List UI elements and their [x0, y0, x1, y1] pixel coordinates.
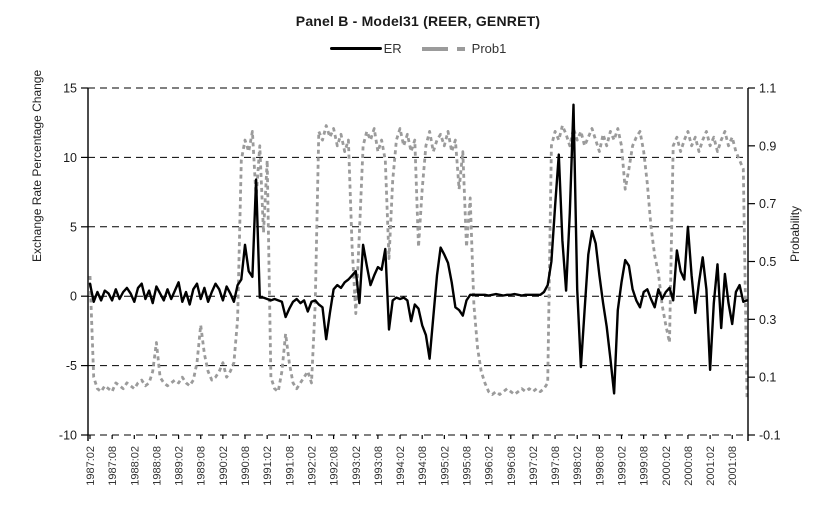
- right-axis-tick-label: 0.1: [759, 371, 776, 385]
- chart-title: Panel B - Model31 (REER, GENRET): [295, 13, 541, 29]
- x-axis-tick-label: 1998:08: [594, 446, 606, 486]
- x-axis-tick-label: 1998:02: [572, 446, 584, 486]
- er-line-sample-icon: [329, 47, 382, 50]
- x-axis-tick-label: 1996:08: [506, 446, 518, 486]
- x-axis-tick-label: 1999:08: [639, 446, 651, 486]
- x-axis-tick-label: 1999:02: [617, 446, 629, 486]
- chart-legend: ER Prob1: [88, 41, 748, 56]
- left-axis-tick-label: 10: [63, 151, 77, 165]
- x-axis-tick-label: 1995:02: [439, 446, 451, 486]
- x-axis-tick-label: 1990:08: [240, 446, 252, 486]
- legend-label-prob1: Prob1: [471, 41, 507, 56]
- x-axis-tick-label: 1997:02: [528, 446, 540, 486]
- x-axis-tick-label: 1992:08: [329, 446, 341, 486]
- x-axis-tick-label: 1991:08: [284, 446, 296, 486]
- x-axis-tick-label: 1997:08: [550, 446, 562, 486]
- right-axis-tick-label: 0.5: [759, 255, 776, 269]
- x-axis-tick-label: 1987:08: [107, 446, 119, 486]
- x-axis-tick-label: 1995:08: [461, 446, 473, 486]
- right-axis-tick-label: 1.1: [759, 82, 776, 96]
- x-axis-tick-label: 2001:08: [727, 446, 739, 486]
- er-series-line: [88, 103, 749, 395]
- left-axis-tick-label: -5: [66, 359, 77, 373]
- x-axis-tick-label: 1991:02: [262, 446, 274, 486]
- x-axis-tick-label: 2000:02: [661, 446, 673, 486]
- left-axis-tick-label: -10: [59, 429, 77, 443]
- x-axis-tick-label: 1988:08: [151, 446, 163, 486]
- x-axis-tick-label: 1994:08: [417, 446, 429, 486]
- x-axis-tick-label: 1993:08: [373, 446, 385, 486]
- x-axis-tick-label: 1996:02: [484, 446, 496, 486]
- x-axis-tick-label: 2000:08: [683, 446, 695, 486]
- x-axis-tick-label: 1993:02: [351, 446, 363, 486]
- x-axis-tick-label: 1988:02: [129, 446, 141, 486]
- x-axis-tick-label: 1987:02: [85, 446, 97, 486]
- x-axis-tick-label: 1994:02: [395, 446, 407, 486]
- left-axis-tick-label: 15: [63, 82, 77, 96]
- x-axis-tick-label: 2001:02: [705, 446, 717, 486]
- right-axis-tick-label: -0.1: [759, 429, 781, 443]
- x-axis-tick-label: 1992:02: [306, 446, 318, 486]
- legend-item-prob1: Prob1: [408, 41, 507, 56]
- x-axis-tick-label: 1990:02: [218, 446, 230, 486]
- right-axis-tick-label: 0.7: [759, 197, 776, 211]
- left-axis-tick-label: 0: [70, 290, 77, 304]
- left-axis-tick-label: 5: [70, 220, 77, 234]
- right-axis-tick-label: 0.9: [759, 139, 776, 153]
- x-axis-tick-label: 1989:08: [196, 446, 208, 486]
- right-axis-tick-label: 0.3: [759, 313, 776, 327]
- prob1-series-line: [88, 124, 749, 398]
- legend-item-er: ER: [329, 41, 402, 56]
- x-axis-tick-label: 1989:02: [174, 446, 186, 486]
- prob1-dash-sample-icon: [421, 46, 465, 51]
- legend-label-er: ER: [383, 41, 402, 56]
